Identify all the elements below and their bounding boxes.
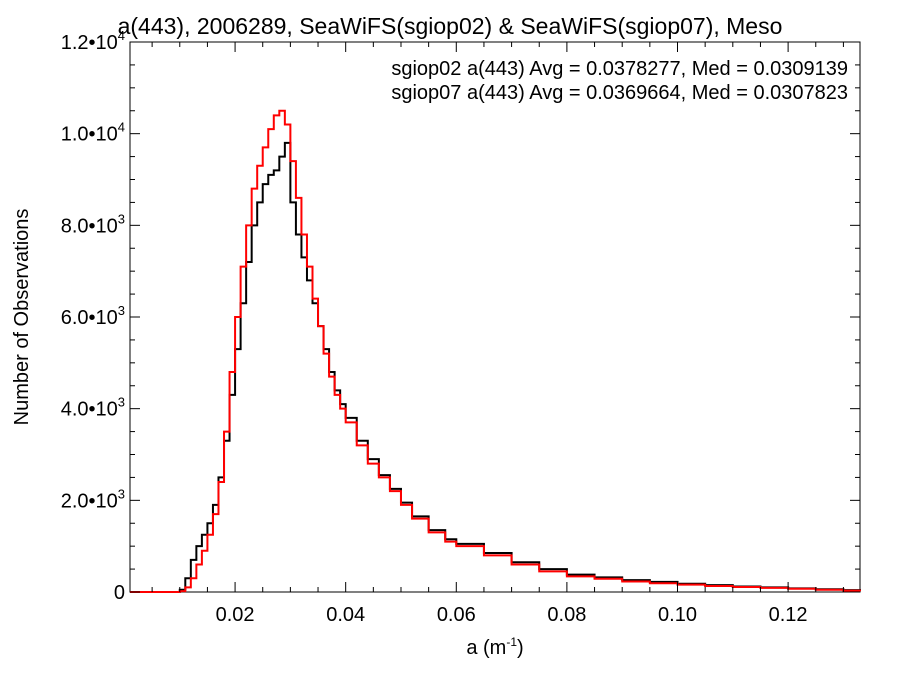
x-axis-label-exponent: -1 (506, 635, 517, 649)
y-tick-label-4: 8.0•103 (61, 211, 125, 237)
y-tick-label-6: 1.2•104 (61, 28, 125, 54)
y-tick-label-mantissa-2: 4.0•10 (61, 399, 118, 421)
y-tick-label-mantissa-6: 1.2•10 (61, 32, 118, 54)
x-axis-label-main: a (m (466, 637, 506, 659)
y-tick-label-mantissa-4: 8.0•10 (61, 215, 118, 237)
legend-series-1: sgiop07 a(443) Avg = 0.0369664, Med = 0.… (391, 82, 848, 104)
x-tick-label-5: 0.12 (769, 604, 808, 626)
x-tick-label-4: 0.10 (658, 604, 697, 626)
tick-layer (130, 41, 860, 593)
x-tick-label-0: 0.02 (216, 604, 255, 626)
series-line-1 (130, 109, 861, 593)
y-tick-label-2: 4.0•103 (61, 395, 125, 421)
x-tick-label-2: 0.06 (437, 604, 476, 626)
chart-title: a(443), 2006289, SeaWiFS(sgiop02) & SeaW… (118, 13, 783, 39)
plot-area: 0.02 0.04 0.06 0.08 0.10 0.1202.0•1034.0•1036… (61, 28, 861, 626)
label-layer: 0.02 0.04 0.06 0.08 0.10 0.1202.0•1034.0•1036… (61, 28, 808, 626)
series-layer (130, 109, 861, 593)
y-tick-label-3: 6.0•103 (61, 303, 125, 329)
legend: sgiop02 a(443) Avg = 0.0378277, Med = 0.… (391, 58, 848, 104)
x-axis-label-close: ) (517, 637, 524, 659)
y-tick-label-exponent-3: 3 (118, 303, 125, 318)
y-tick-label-mantissa-3: 6.0•10 (61, 307, 118, 329)
y-tick-label-5: 1.0•104 (61, 120, 125, 146)
x-tick-label-1: 0.04 (326, 604, 365, 626)
y-tick-label-exponent-5: 4 (118, 120, 125, 135)
y-tick-label-exponent-2: 3 (118, 395, 125, 410)
legend-series-0: sgiop02 a(443) Avg = 0.0378277, Med = 0.… (391, 58, 848, 80)
y-tick-label-1: 2.0•103 (61, 486, 125, 512)
y-tick-label-exponent-6: 4 (118, 28, 125, 43)
y-tick-label-mantissa-1: 2.0•10 (61, 490, 118, 512)
y-tick-label-mantissa-0: 0 (114, 582, 125, 604)
plot-frame (129, 41, 861, 593)
y-tick-label-0: 0 (114, 582, 125, 604)
x-axis-label: a (m-1) (466, 635, 523, 659)
y-tick-label-exponent-4: 3 (118, 211, 125, 226)
x-tick-label-3: 0.08 (547, 604, 586, 626)
y-tick-label-mantissa-5: 1.0•10 (61, 124, 118, 146)
y-tick-label-exponent-1: 3 (118, 486, 125, 501)
y-axis-label: Number of Observations (11, 209, 33, 426)
